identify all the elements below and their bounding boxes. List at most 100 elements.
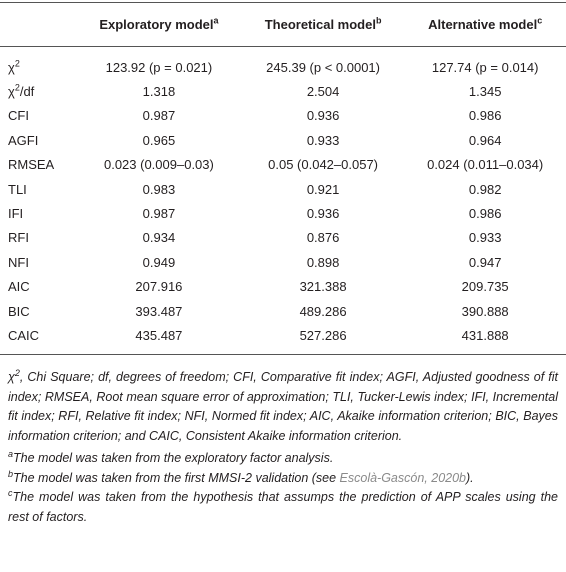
row-label-text-after: /df (19, 84, 35, 100)
footnote: aThe model was taken from the explorator… (8, 449, 558, 469)
row-label: χ2/df (0, 79, 76, 103)
cell-text: 0.964 (468, 132, 502, 148)
header-text: Exploratory model (99, 17, 214, 32)
cell: 435.487 (76, 323, 242, 355)
row-label-text-sup: 2 (14, 82, 20, 93)
cell: 0.936 (242, 201, 404, 225)
cell: 321.388 (242, 275, 404, 299)
table-row: RMSEA 0.023 (0.009–0.03) 0.05 (0.042–0.057… (0, 153, 566, 177)
cell: 1.345 (404, 79, 566, 103)
header-text-sup: a (213, 15, 219, 26)
note-text-sup: 2 (14, 367, 20, 378)
cell: 0.876 (242, 226, 404, 250)
cell-text: 127.74 (p = 0.014) (431, 59, 539, 75)
cell: 0.947 (404, 250, 566, 274)
row-label-text: TLI (8, 181, 27, 197)
row-label: RMSEA (0, 153, 76, 177)
notes: χ2, Chi Square; df, degrees of freedom; … (8, 368, 558, 528)
row-label: CFI (0, 104, 76, 128)
cell: 0.987 (76, 201, 242, 225)
cell-text: 1.318 (142, 84, 176, 100)
cell-text: 0.898 (306, 254, 340, 270)
row-label: AIC (0, 275, 76, 299)
cell-text: 0.982 (468, 181, 502, 197)
row-label-text: CAIC (8, 327, 40, 343)
cell-text: 321.388 (299, 279, 347, 295)
header-cell: Exploratory modela (76, 2, 242, 47)
corner-cell (0, 2, 76, 47)
header-row: Exploratory modela Theoretical modelb Alte… (0, 2, 566, 47)
row-label: RFI (0, 226, 76, 250)
table-row: BIC 393.487 489.286 390.888 (0, 299, 566, 323)
cell: 393.487 (76, 299, 242, 323)
cell-text: 0.024 (0.011–0.034) (427, 157, 544, 173)
cell-text: 0.921 (306, 181, 340, 197)
cell-text: 0.965 (142, 132, 176, 148)
row-label-text: NFI (8, 254, 29, 270)
cell: 0.982 (404, 177, 566, 201)
cell: 0.898 (242, 250, 404, 274)
cell-text: 0.876 (306, 230, 340, 246)
cell: 0.05 (0.042–0.057) (242, 153, 404, 177)
footnote-text: The model was taken from the hypothesis … (8, 490, 558, 524)
cell: 0.936 (242, 104, 404, 128)
row-label: NFI (0, 250, 76, 274)
table-body: χ2 123.92 (p = 0.021) 245.39 (p < 0.0001) 1… (0, 47, 566, 355)
cell: 0.023 (0.009–0.03) (76, 153, 242, 177)
cell: 0.934 (76, 226, 242, 250)
cell: 431.888 (404, 323, 566, 355)
cell: 2.504 (242, 79, 404, 103)
cell-text: 123.92 (p = 0.021) (105, 59, 213, 75)
cell: 527.286 (241, 323, 405, 355)
footnote: cThe model was taken from the hypothesis… (8, 488, 558, 527)
cell: 0.965 (76, 128, 242, 152)
table-row: RFI 0.934 0.876 0.933 (0, 226, 566, 250)
cell: 0.986 (404, 201, 566, 225)
note-main: χ2, Chi Square; df, degrees of freedom; … (8, 368, 558, 447)
table-row: CFI 0.987 0.936 0.986 (0, 104, 566, 128)
cell-text: 435.487 (135, 327, 183, 343)
footnote-text: The model was taken from the first MMSI-… (13, 470, 340, 485)
table-row: χ2 123.92 (p = 0.021) 245.39 (p < 0.0001) 1… (0, 47, 566, 80)
cell-text: 393.487 (135, 303, 183, 319)
footnote-after: ). (466, 470, 474, 485)
cell: 0.024 (0.011–0.034) (404, 153, 566, 177)
cell: 123.92 (p = 0.021) (76, 47, 242, 80)
cell-text: 2.504 (306, 84, 340, 100)
row-label-text: BIC (8, 303, 30, 319)
header-text-sup: c (537, 15, 543, 26)
cell-text: 0.936 (306, 108, 340, 124)
cell-text: 0.983 (142, 181, 176, 197)
cell-text: 0.933 (468, 230, 502, 246)
row-label-text: RMSEA (8, 157, 55, 173)
table-row: NFI 0.949 0.898 0.947 (0, 250, 566, 274)
row-label-text: χ (8, 59, 15, 75)
cell-text: 0.987 (142, 108, 176, 124)
cell-text: 0.987 (142, 206, 176, 222)
header-text-sup: b (375, 15, 382, 26)
table-row: TLI 0.983 0.921 0.982 (0, 177, 566, 201)
cell-text: 0.986 (468, 206, 502, 222)
cell-text: 0.05 (0.042–0.057) (268, 157, 379, 173)
table-row: CAIC 435.487 527.286 431.888 (0, 323, 566, 355)
cell: 245.39 (p < 0.0001) (242, 47, 404, 80)
cell-text: 0.986 (468, 108, 502, 124)
row-label: χ2 (0, 47, 76, 80)
cell-text: 0.936 (306, 206, 340, 222)
row-label-text: CFI (8, 108, 29, 124)
cell-text: 0.023 (0.009–0.03) (103, 157, 214, 173)
cell: 207.916 (76, 275, 242, 299)
cell-text: 209.735 (461, 279, 509, 295)
footnote-mark: a (8, 448, 14, 459)
row-label: CAIC (0, 323, 76, 355)
cell-text: 1.345 (468, 84, 502, 100)
note-text-after: , Chi Square; df, degrees of freedom; CF… (8, 370, 558, 444)
fit-table: Exploratory modela Theoretical modelb Alte… (0, 2, 566, 355)
row-label-text: χ (8, 84, 15, 100)
cell: 0.949 (76, 250, 242, 274)
note-text: χ (8, 370, 15, 384)
cell: 0.933 (242, 128, 404, 152)
row-label-text: RFI (8, 230, 29, 246)
cell: 0.983 (76, 177, 242, 201)
